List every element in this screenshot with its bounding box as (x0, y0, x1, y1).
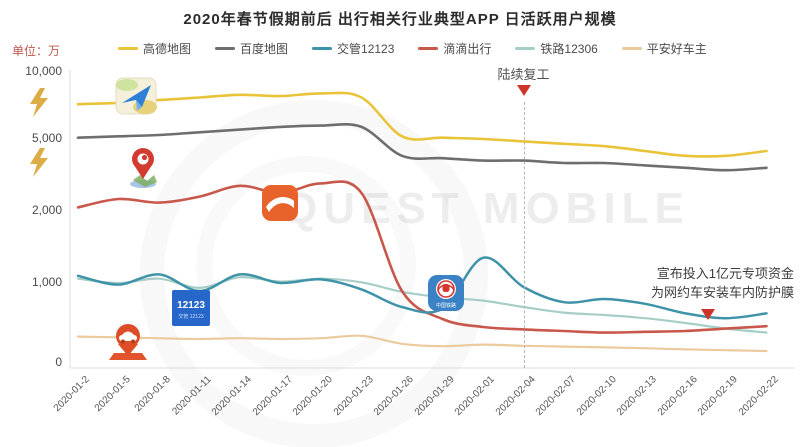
y-tick-label: 0 (55, 355, 62, 369)
svg-text:12123: 12123 (177, 300, 205, 311)
legend-item-didi: 滴滴出行 (418, 40, 491, 57)
legend-label: 铁路12306 (540, 42, 598, 56)
pingan-auto-line (76, 334, 768, 353)
jiaoguan-12123-app-icon: 12123 交管 12123 (172, 290, 210, 326)
red-triangle-marker-icon (701, 309, 715, 320)
legend-item-baidu-map: 百度地图 (215, 40, 288, 57)
y-tick-label: 5,000 (31, 131, 62, 145)
amap-app-icon (115, 77, 157, 115)
svg-text:中国铁路: 中国铁路 (436, 302, 456, 309)
y-tick-label: 2,000 (31, 203, 62, 217)
annotation-didi-fund-line2: 为网约车安装车内防护膜 (650, 285, 794, 300)
questmobile-watermark: QUEST MOBILE (283, 184, 690, 233)
svg-text:交管 12123: 交管 12123 (178, 313, 204, 320)
legend-swatch-jiaoguan-12123 (312, 47, 333, 50)
legend-label: 平安好车主 (646, 42, 707, 56)
red-triangle-marker-icon (516, 85, 531, 96)
chart-title: 2020年春节假期前后 出行相关行业典型APP 日活跃用户规模 (183, 11, 617, 28)
legend: 高德地图 百度地图 交管12123 滴滴出行 铁路12306 平安好车主 (118, 40, 707, 57)
amap-line (76, 91, 768, 158)
legend-label: 交管12123 (337, 42, 395, 56)
pingan-auto-app-icon (109, 324, 147, 360)
legend-item-amap: 高德地图 (118, 40, 191, 57)
annotation-didi-fund-label: 宣布投入1亿元专项资金 为网约车安装车内防护膜 (651, 264, 794, 302)
y-tick-label: 10,000 (25, 64, 62, 78)
legend-swatch-railway-12306 (515, 47, 536, 50)
annotation-resume-work-label: 陆续复工 (497, 67, 550, 82)
railway-12306-app-icon: 中国铁路 (428, 275, 464, 311)
lightning-bolt-icon (30, 88, 48, 117)
annotation-didi-fund-line1: 宣布投入1亿元专项资金 (656, 266, 794, 281)
baidu-map-line (76, 122, 768, 172)
legend-item-jiaoguan-12123: 交管12123 (312, 40, 394, 57)
legend-swatch-didi (418, 47, 439, 50)
legend-label: 百度地图 (240, 42, 289, 56)
didi-line (76, 180, 768, 334)
legend-swatch-amap (118, 47, 138, 50)
legend-swatch-pingan-auto (621, 47, 642, 50)
legend-item-pingan-auto: 平安好车主 (621, 40, 707, 57)
legend-item-railway-12306: 铁路12306 (515, 40, 598, 57)
dashed-reference-line (523, 102, 525, 368)
baidu-map-app-icon (130, 148, 157, 188)
lightning-bolt-icon (30, 148, 48, 177)
unit-label: 单位：万 (12, 44, 61, 58)
didi-app-icon (262, 185, 298, 221)
legend-swatch-baidu-map (215, 47, 236, 50)
railway-12306-line (76, 275, 768, 334)
legend-label: 滴滴出行 (443, 42, 492, 56)
y-tick-label: 1,000 (31, 275, 62, 289)
legend-label: 高德地图 (143, 42, 192, 56)
